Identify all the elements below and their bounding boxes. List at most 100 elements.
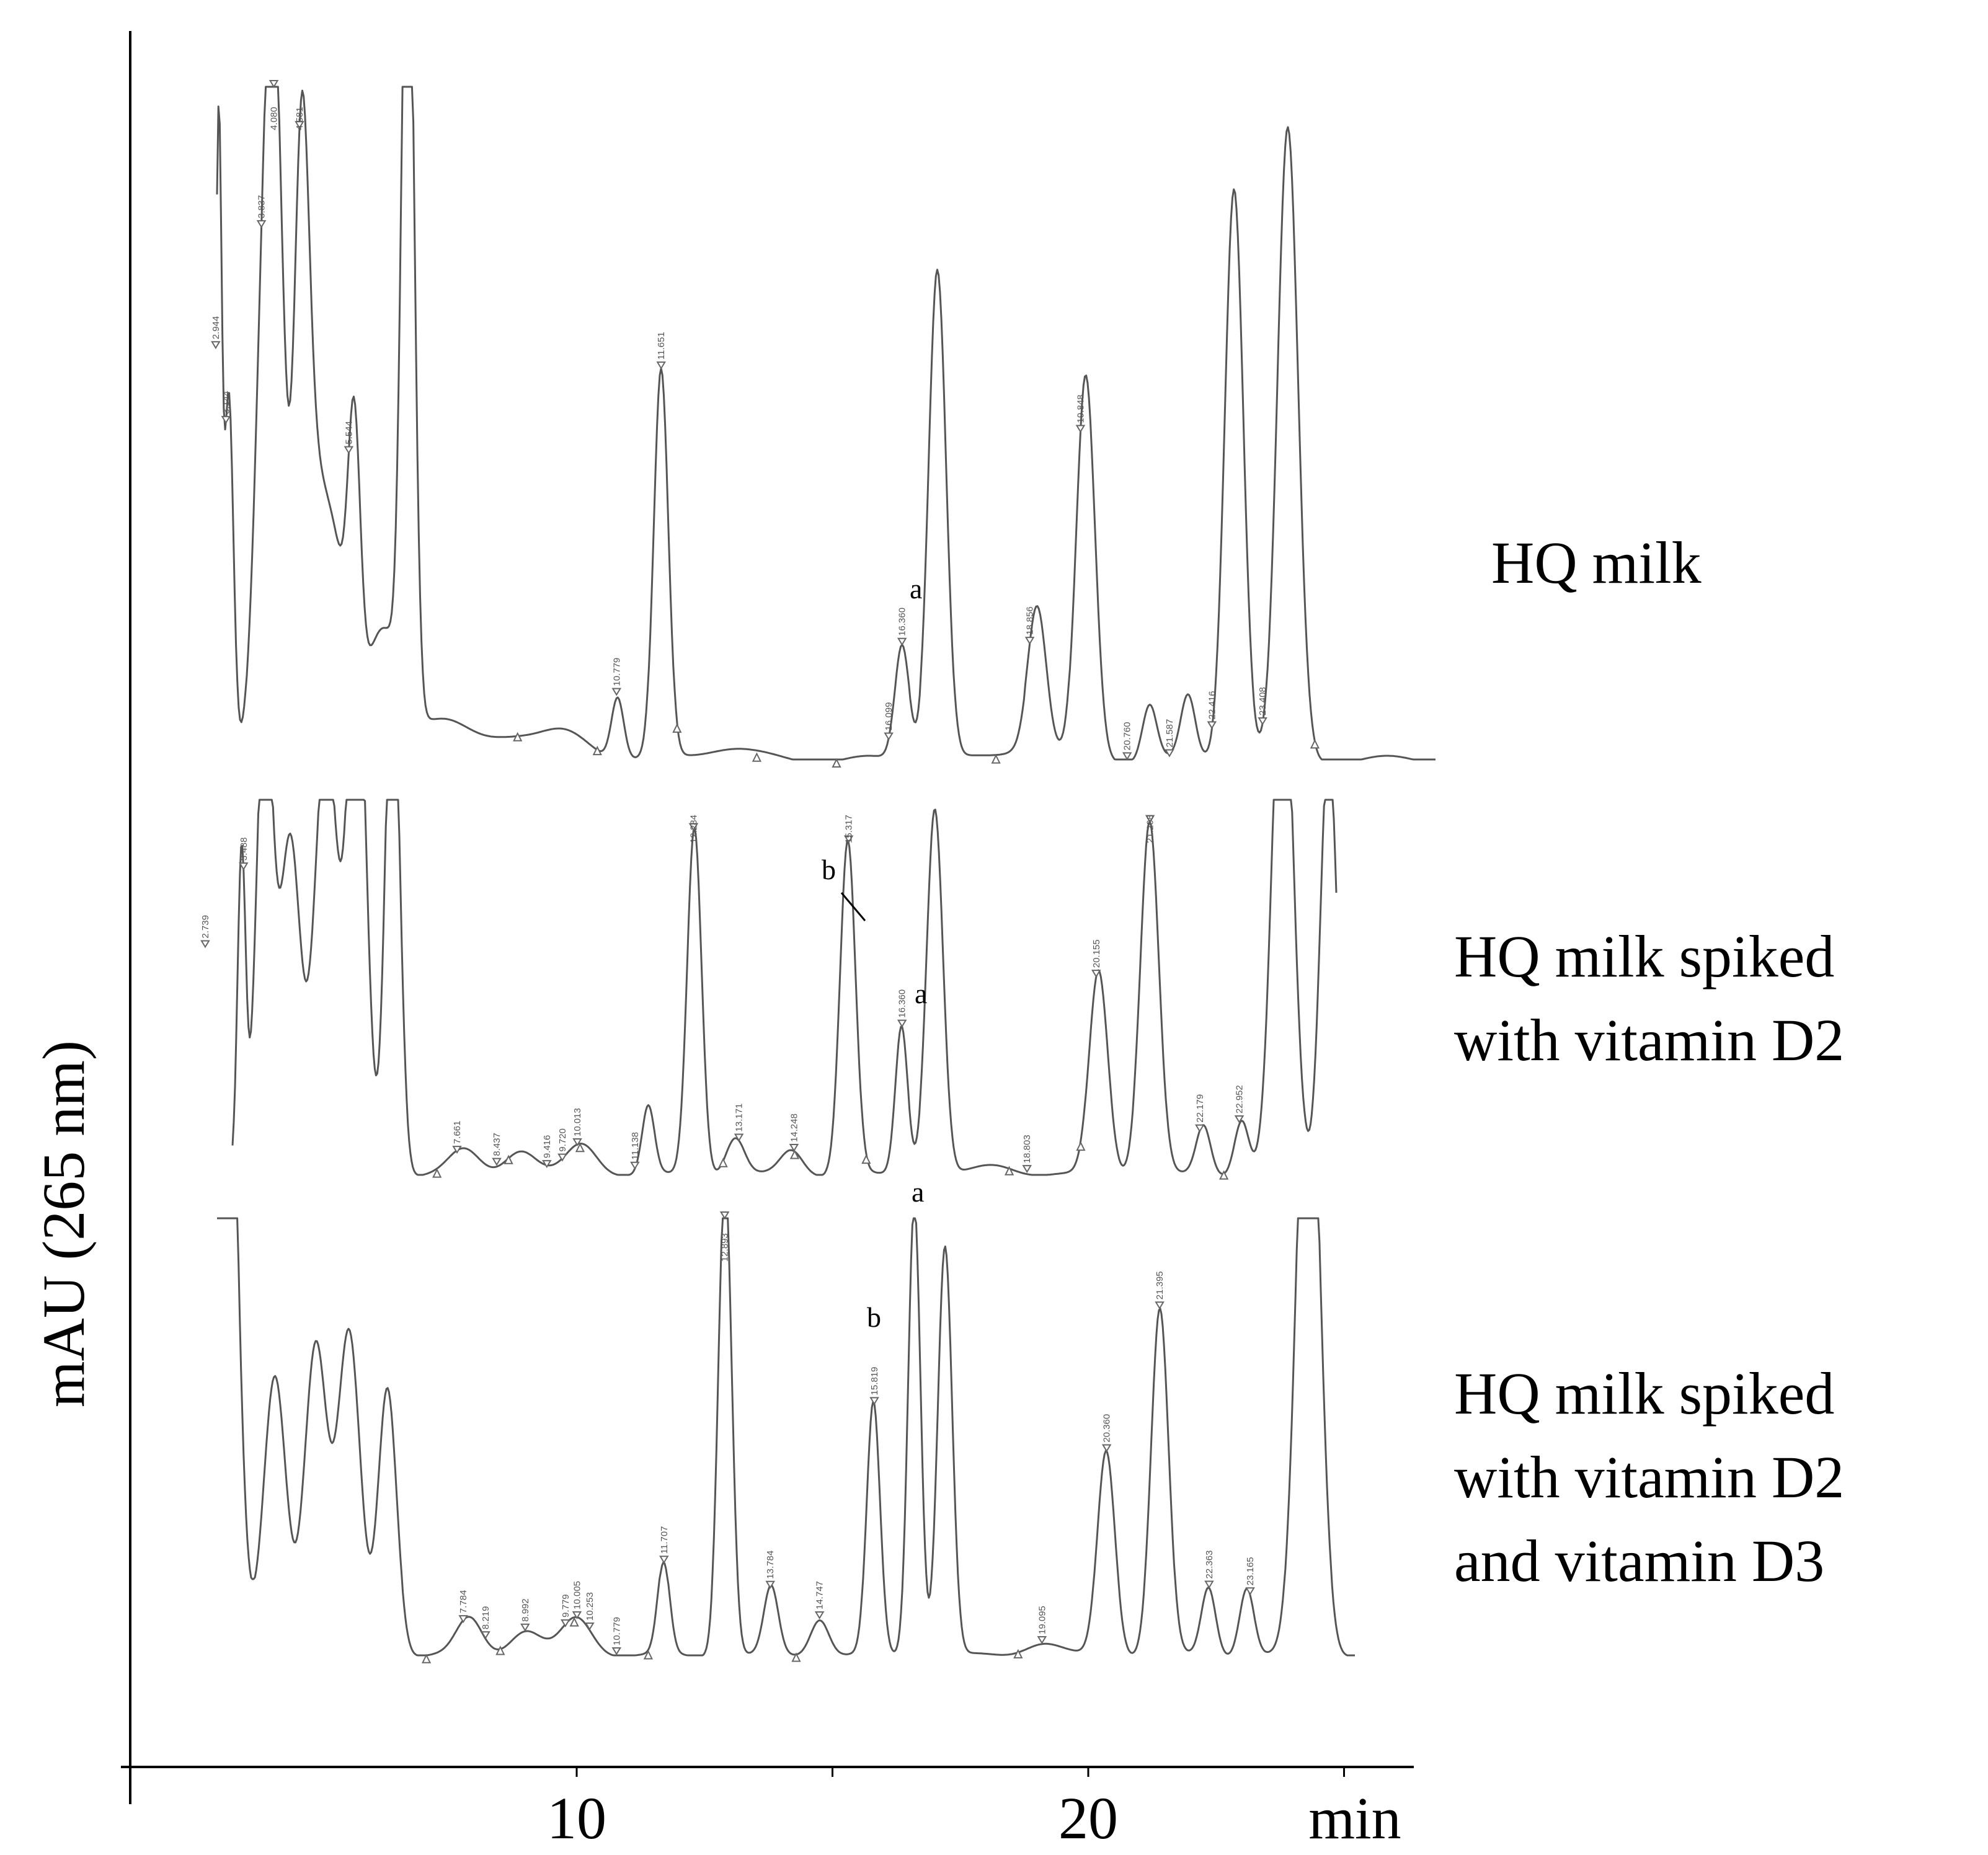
peak-marker bbox=[211, 341, 221, 350]
valley-marker bbox=[789, 1149, 800, 1159]
valley-marker bbox=[643, 1650, 654, 1660]
peak-label: 9.416 bbox=[542, 1135, 552, 1159]
peak-label: 8.992 bbox=[520, 1598, 531, 1622]
valley-marker bbox=[718, 1158, 728, 1167]
annotation-b-leader bbox=[840, 892, 866, 921]
valley-marker bbox=[569, 1617, 579, 1627]
peak-label: 12.893 bbox=[720, 1233, 730, 1262]
peak-label: 7.784 bbox=[458, 1590, 469, 1614]
peak-label: 3.144 bbox=[221, 391, 231, 414]
peak-marker bbox=[561, 1619, 570, 1627]
peak-marker bbox=[1037, 1636, 1047, 1644]
peak-label: 16.360 bbox=[897, 608, 908, 636]
series-label-line: HQ milk spiked bbox=[1454, 1360, 1834, 1427]
peak-marker bbox=[200, 940, 210, 949]
peak-label: 12.284 bbox=[688, 815, 699, 843]
peak-label: 13.171 bbox=[734, 1104, 745, 1132]
peak-label: 7.661 bbox=[452, 1121, 463, 1144]
peak-label: 13.784 bbox=[765, 1551, 776, 1579]
peak-marker bbox=[221, 415, 231, 424]
peak-marker bbox=[481, 1631, 490, 1640]
peak-label: 20.155 bbox=[1091, 939, 1102, 968]
annotation-a-trace1: a bbox=[915, 978, 927, 1009]
peak-marker bbox=[344, 446, 354, 454]
peak-marker bbox=[1165, 749, 1174, 758]
peak-marker bbox=[572, 1138, 582, 1146]
peak-label: 2.944 bbox=[211, 316, 221, 340]
peak-label: 22.952 bbox=[1235, 1085, 1245, 1113]
peak-label: 15.317 bbox=[844, 815, 854, 843]
peak-label: 15.819 bbox=[869, 1366, 880, 1395]
peak-marker bbox=[765, 1580, 775, 1589]
peak-marker bbox=[452, 1146, 462, 1154]
valley-marker bbox=[1004, 1166, 1014, 1175]
peak-marker bbox=[884, 732, 894, 741]
peak-marker bbox=[1022, 1165, 1032, 1174]
valley-marker bbox=[421, 1654, 432, 1663]
trace-line-hq-milk-d2-d3 bbox=[217, 1217, 1355, 1657]
peak-marker bbox=[492, 1158, 502, 1166]
peak-label: 9.720 bbox=[557, 1128, 568, 1152]
valley-marker bbox=[1310, 739, 1320, 749]
peak-marker bbox=[1024, 637, 1035, 645]
x-axis-unit-label: min bbox=[1308, 1785, 1401, 1851]
peak-marker bbox=[1207, 721, 1217, 730]
peak-label: 21.208 bbox=[1145, 815, 1156, 843]
trace-line-hq-milk-d2 bbox=[231, 799, 1338, 1176]
trace-hq-milk-d2: 2.739 3.488 7.661 8.437 9.416 9.720 10.013 11.1… bbox=[200, 799, 1338, 1180]
valley-marker bbox=[432, 1168, 442, 1178]
peak-marker bbox=[630, 1161, 640, 1170]
peak-marker bbox=[688, 823, 699, 831]
peak-marker bbox=[656, 361, 666, 370]
peak-marker bbox=[520, 1623, 530, 1632]
peak-label: 10.005 bbox=[572, 1581, 582, 1609]
series-label-line: with vitamin D2 bbox=[1454, 1007, 1844, 1073]
peak-marker bbox=[719, 1211, 730, 1220]
peak-marker bbox=[1258, 717, 1267, 725]
series-label-line: and vitamin D3 bbox=[1454, 1528, 1824, 1594]
peak-label: 14.248 bbox=[789, 1113, 799, 1142]
valley-marker bbox=[1076, 1141, 1086, 1151]
peak-label: 5.544 bbox=[344, 421, 354, 445]
peak-marker bbox=[843, 835, 854, 844]
peak-label: 22.363 bbox=[1204, 1551, 1215, 1579]
annotation-a-trace0: a bbox=[910, 573, 922, 604]
peak-label: 10.779 bbox=[611, 658, 622, 686]
peak-label: 18.856 bbox=[1025, 606, 1036, 635]
peak-marker bbox=[1091, 970, 1101, 978]
trace-line-hq-milk bbox=[216, 86, 1436, 761]
x-tick-label-10: 10 bbox=[547, 1785, 606, 1851]
peak-marker bbox=[789, 1143, 799, 1152]
peak-marker bbox=[814, 1611, 825, 1619]
peak-marker bbox=[659, 1556, 669, 1564]
peak-label: 19.848 bbox=[1075, 394, 1086, 423]
peak-marker bbox=[268, 80, 279, 88]
valley-marker bbox=[991, 754, 1001, 764]
valley-marker bbox=[672, 723, 682, 733]
peak-label: 21.587 bbox=[1165, 719, 1175, 748]
peak-marker bbox=[1075, 425, 1086, 433]
annotation-b-trace1: b bbox=[822, 854, 836, 885]
peak-label: 20.760 bbox=[1122, 722, 1133, 750]
peak-marker bbox=[572, 1611, 582, 1619]
peak-label: 18.803 bbox=[1022, 1135, 1032, 1163]
valley-marker bbox=[1013, 1649, 1023, 1658]
y-axis-label: mAU (265 nm) bbox=[30, 1040, 97, 1407]
peak-label: 16.360 bbox=[897, 989, 908, 1018]
peak-label: 4.581 bbox=[295, 107, 305, 130]
peak-label: 22.416 bbox=[1207, 691, 1217, 719]
peak-label: 8.437 bbox=[492, 1133, 502, 1156]
peak-label: 20.360 bbox=[1102, 1414, 1112, 1443]
peak-marker bbox=[1195, 1124, 1205, 1133]
series-label-hq-milk-d2-d3: HQ milk spiked with vitamin D2 and vitam… bbox=[1454, 1360, 1859, 1594]
peak-marker bbox=[458, 1615, 468, 1624]
annotation-a-trace2: a bbox=[912, 1176, 924, 1208]
peak-marker bbox=[897, 1019, 907, 1028]
valley-marker bbox=[791, 1652, 801, 1662]
peak-label: 11.707 bbox=[659, 1526, 670, 1554]
peak-label: 11.651 bbox=[656, 332, 667, 360]
peak-marker bbox=[557, 1153, 567, 1162]
valley-marker bbox=[575, 1143, 585, 1153]
peak-label: 23.408 bbox=[1258, 687, 1268, 715]
